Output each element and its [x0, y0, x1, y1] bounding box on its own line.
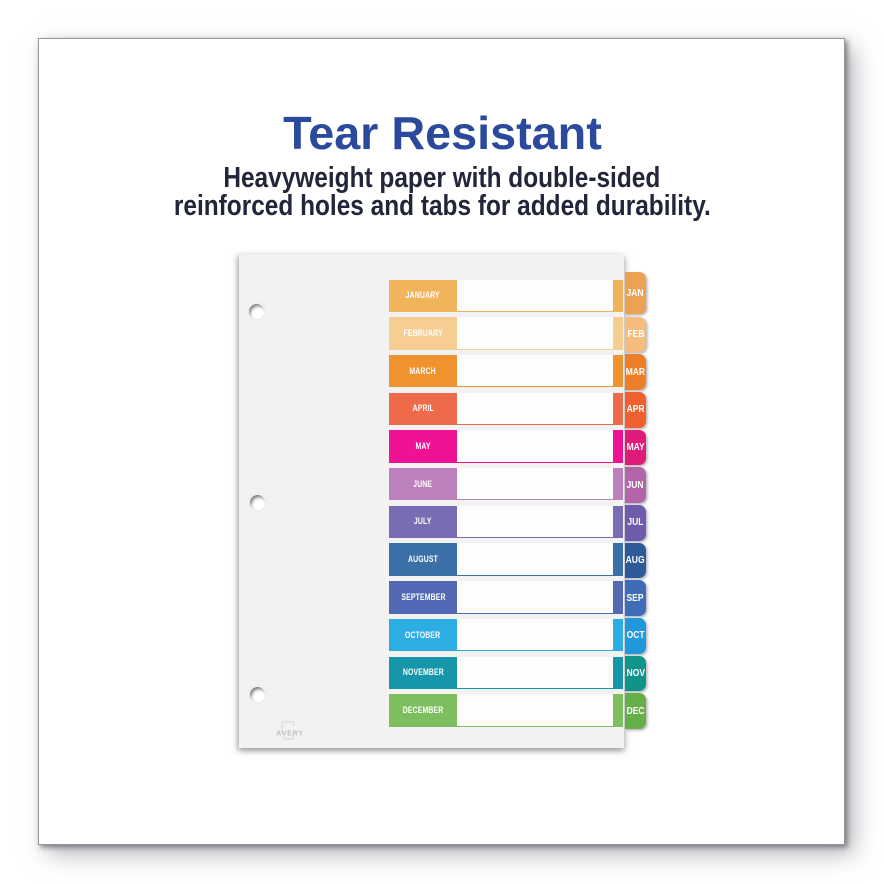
svg-text:AVERY: AVERY: [276, 731, 304, 738]
